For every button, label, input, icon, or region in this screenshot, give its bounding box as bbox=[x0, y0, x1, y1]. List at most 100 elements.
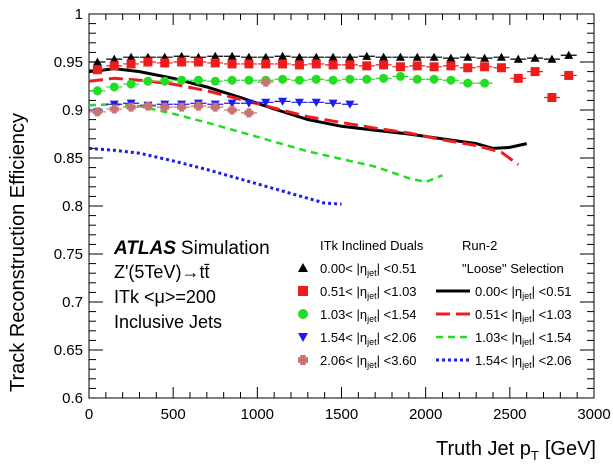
data-point bbox=[345, 100, 355, 109]
data-point bbox=[362, 61, 372, 71]
y-tick-label: 0.65 bbox=[54, 342, 83, 359]
x-axis-label-main: Truth Jet p bbox=[436, 438, 531, 460]
line-series-1 bbox=[88, 67, 528, 150]
marker-series-2 bbox=[89, 57, 577, 103]
data-point bbox=[412, 52, 422, 61]
data-point bbox=[446, 53, 456, 62]
legend-marker bbox=[298, 333, 308, 342]
data-point bbox=[143, 57, 153, 67]
data-point bbox=[345, 60, 355, 70]
data-point bbox=[345, 52, 355, 61]
data-point bbox=[496, 63, 506, 73]
data-point bbox=[513, 54, 523, 63]
data-point bbox=[193, 57, 203, 67]
legend-label-marker-4: 1.54< |ηjet| <2.06 bbox=[320, 330, 417, 347]
data-point bbox=[564, 70, 574, 80]
legend-label-marker-5: 2.06< |ηjet| <3.60 bbox=[320, 353, 417, 370]
data-point bbox=[463, 63, 473, 73]
data-point bbox=[328, 60, 338, 70]
data-point bbox=[395, 71, 405, 81]
data-point bbox=[345, 74, 355, 84]
data-point bbox=[429, 52, 439, 61]
atlas-label-bold: ATLAS bbox=[113, 238, 176, 259]
data-point bbox=[261, 77, 271, 87]
data-point bbox=[395, 62, 405, 72]
data-point bbox=[412, 74, 422, 84]
data-point bbox=[530, 67, 540, 77]
data-point bbox=[126, 102, 136, 112]
x-tick-label: 2500 bbox=[493, 406, 526, 423]
data-point bbox=[261, 98, 271, 107]
data-point bbox=[547, 54, 557, 63]
data-point bbox=[311, 98, 321, 107]
x-tick-label: 500 bbox=[161, 406, 186, 423]
data-point bbox=[278, 97, 288, 106]
data-point bbox=[143, 101, 153, 111]
data-point bbox=[412, 61, 422, 71]
data-point bbox=[160, 102, 170, 112]
x-axis-label: Truth Jet pT [GeV] bbox=[436, 438, 596, 463]
data-point bbox=[513, 73, 523, 83]
data-point bbox=[362, 51, 372, 60]
legend-label-line-1: 0.00< |ηjet| <0.51 bbox=[475, 284, 572, 301]
data-point bbox=[261, 52, 271, 61]
data-point bbox=[480, 78, 490, 88]
data-point bbox=[126, 59, 136, 69]
x-tick-label: 3000 bbox=[577, 406, 610, 423]
y-tick-label: 0.85 bbox=[54, 150, 83, 167]
data-point bbox=[227, 99, 237, 108]
y-tick-label: 0.6 bbox=[62, 390, 83, 407]
y-tick-label: 0.75 bbox=[54, 246, 83, 263]
legend-label-marker-3: 1.03< |ηjet| <1.54 bbox=[320, 307, 417, 324]
data-point bbox=[261, 59, 271, 69]
data-point bbox=[126, 79, 136, 89]
data-point bbox=[463, 78, 473, 88]
data-point bbox=[328, 99, 338, 108]
data-point bbox=[177, 102, 187, 112]
data-point bbox=[278, 59, 288, 69]
data-point bbox=[143, 76, 153, 86]
legend-marker bbox=[298, 263, 308, 272]
line-series-2 bbox=[88, 76, 520, 166]
line-series-4 bbox=[88, 146, 342, 206]
data-point bbox=[210, 58, 220, 68]
legend-label-marker-1: 0.00< |ηjet| <0.51 bbox=[320, 261, 417, 278]
x-tick-label: 2000 bbox=[409, 406, 442, 423]
data-point bbox=[395, 52, 405, 61]
marker-series-group bbox=[89, 50, 577, 118]
pileup-label: ITk <μ>=200 bbox=[114, 287, 216, 307]
data-point bbox=[328, 52, 338, 61]
data-point bbox=[328, 75, 338, 85]
data-point bbox=[92, 65, 102, 75]
marker-series-5 bbox=[89, 77, 274, 118]
data-point bbox=[294, 75, 304, 85]
data-point bbox=[109, 104, 119, 114]
data-point bbox=[446, 61, 456, 71]
legend-header-left: ITk Inclined Duals bbox=[320, 238, 424, 253]
legend-label-line-2: 0.51< |ηjet| <1.03 bbox=[475, 307, 572, 324]
data-point bbox=[92, 57, 102, 66]
data-point bbox=[227, 51, 237, 60]
data-point bbox=[379, 73, 389, 83]
y-tick-label: 0.9 bbox=[62, 102, 83, 119]
legend-label-line-4: 1.54< |ηjet| <2.06 bbox=[475, 353, 572, 370]
data-point bbox=[92, 86, 102, 96]
data-point bbox=[160, 58, 170, 68]
jets-label: Inclusive Jets bbox=[114, 312, 222, 332]
atlas-label-simulation: Simulation bbox=[181, 238, 270, 259]
data-point bbox=[530, 53, 540, 62]
data-point bbox=[429, 62, 439, 72]
data-point bbox=[480, 62, 490, 72]
data-point bbox=[294, 60, 304, 70]
y-axis-label: Track Reconstruction Efficiency bbox=[7, 113, 29, 392]
y-tick-label: 1 bbox=[75, 6, 83, 23]
data-point bbox=[446, 75, 456, 85]
process-label: Z'(5TeV)→tt̄ bbox=[114, 262, 210, 282]
data-point bbox=[294, 52, 304, 61]
data-point bbox=[193, 101, 203, 111]
data-point bbox=[311, 59, 321, 69]
x-axis-label-unit: [GeV] bbox=[545, 438, 596, 460]
data-point bbox=[496, 52, 506, 61]
y-tick-label: 0.8 bbox=[62, 198, 83, 215]
